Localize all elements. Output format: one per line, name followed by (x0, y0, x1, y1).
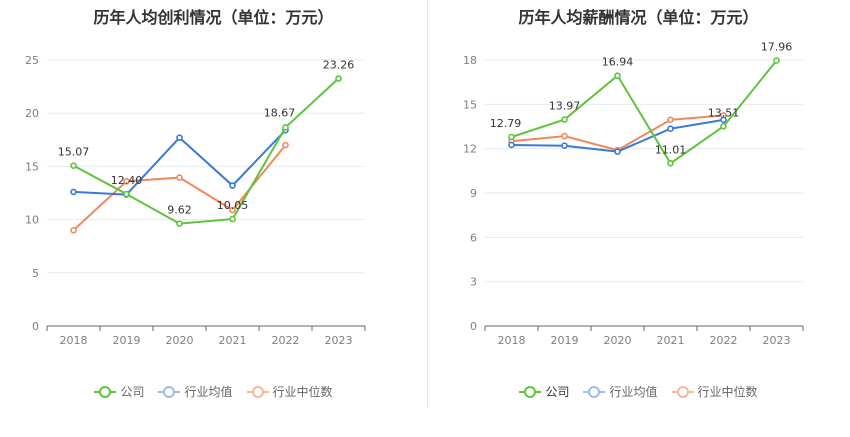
data-point-company (123, 190, 130, 198)
y-tick-label: 5 (32, 267, 39, 280)
x-tick-label: 2021 (219, 334, 247, 347)
legend-item-industry-median[interactable]: 行业中位数 (246, 383, 333, 400)
data-point-industry_avg (229, 182, 236, 189)
data-point-company (561, 116, 568, 123)
legend-company-marker (519, 385, 542, 398)
data-point-company (508, 133, 515, 141)
data-point-industry_median (667, 116, 674, 124)
legend-company-marker (94, 385, 117, 398)
data-point-industry_median (123, 177, 130, 185)
data-label: 10.05 (217, 199, 249, 212)
data-label: 12.79 (490, 117, 522, 130)
data-point-industry_avg (720, 116, 727, 124)
chart-title: 历年人均创利情况（单位：万元） (93, 8, 334, 27)
data-point-company (229, 215, 236, 223)
data-label: 17.96 (761, 41, 793, 54)
panel-divider (427, 0, 428, 408)
legend-item-company[interactable]: 公司 (519, 383, 569, 400)
data-point-company (70, 162, 77, 169)
y-tick-label: 9 (470, 187, 477, 200)
legend-item-company[interactable]: 公司 (94, 383, 144, 400)
x-tick-label: 2022 (710, 334, 738, 347)
series-line-industry_median (72, 144, 287, 231)
data-point-company (282, 124, 289, 131)
legend-label: 行业中位数 (697, 385, 758, 399)
x-tick-label: 2019 (113, 334, 141, 347)
y-tick-label: 15 (463, 98, 477, 111)
legend-item-industry-avg[interactable]: 行业均值 (158, 383, 233, 400)
legend: 公司 行业均值 行业中位数 (427, 383, 850, 400)
data-label: 18.67 (264, 106, 296, 119)
legend-label: 行业均值 (184, 385, 233, 399)
data-point-industry_avg (508, 141, 515, 149)
x-tick-label: 2019 (551, 334, 579, 347)
legend-industry-median-marker (671, 385, 694, 398)
x-tick-label: 2020 (166, 334, 194, 347)
data-point-company (614, 72, 621, 79)
data-point-company (667, 159, 674, 167)
x-tick-label: 2018 (498, 334, 526, 347)
data-point-industry_median (70, 226, 77, 234)
y-tick-label: 0 (470, 320, 477, 333)
chart-title: 历年人均薪酬情况（单位：万元） (518, 8, 759, 27)
legend-label: 公司 (120, 385, 145, 399)
data-point-company (773, 57, 780, 64)
legend-industry-median-marker (246, 385, 269, 398)
data-point-company (176, 220, 183, 227)
data-label: 9.62 (167, 204, 192, 217)
x-tick-label: 2021 (657, 334, 685, 347)
x-tick-label: 2020 (604, 334, 632, 347)
series-line-company (73, 77, 340, 225)
x-tick-label: 2018 (60, 334, 88, 347)
data-point-industry_avg (614, 148, 621, 155)
data-label: 13.97 (549, 100, 581, 113)
salary-line-chart: 0 3 6 9 12 15 18 2018 2019 2020 2021 2022 2023 12.79 1… (463, 41, 804, 347)
y-tick-label: 20 (25, 107, 39, 120)
salary-chart-panel: 历年人均薪酬情况（单位：万元） 0 3 6 9 12 15 18 2018 2019 2020 20… (427, 0, 850, 437)
profit-chart-panel: 历年人均创利情况（单位：万元） 0 5 10 15 20 25 2018 2019 2020 20… (0, 8, 427, 400)
series-line-company (511, 59, 778, 165)
legend-industry-avg-marker (583, 385, 606, 398)
profit-line-chart: 0 5 10 15 20 25 2018 2019 2020 2021 2022 2023 15.07 1… (25, 54, 366, 347)
y-tick-label: 0 (32, 320, 39, 333)
x-tick-label: 2023 (763, 334, 791, 347)
y-tick-label: 18 (463, 54, 477, 67)
legend-item-industry-avg[interactable]: 行业均值 (583, 383, 658, 400)
y-tick-label: 15 (25, 160, 39, 173)
x-tick-label: 2022 (272, 334, 300, 347)
data-point-industry_median (561, 132, 568, 140)
y-tick-label: 10 (25, 214, 39, 227)
y-tick-label: 6 (470, 231, 477, 244)
data-label: 13.51 (708, 106, 740, 119)
legend-label: 行业均值 (609, 385, 658, 399)
data-point-industry_avg (70, 188, 77, 196)
data-point-company (335, 75, 342, 82)
legend-label: 行业中位数 (272, 385, 333, 399)
data-point-industry_avg (176, 134, 183, 141)
data-label: 12.40 (111, 174, 143, 187)
data-point-industry_median (229, 206, 236, 214)
legend: 公司 行业均值 行业中位数 (0, 383, 427, 400)
data-point-industry_avg (667, 125, 674, 133)
data-point-industry_median (282, 141, 289, 149)
data-label: 11.01 (655, 143, 687, 156)
legend-industry-avg-marker (158, 385, 181, 398)
legend-item-industry-median[interactable]: 行业中位数 (671, 383, 758, 400)
data-label: 23.26 (323, 59, 355, 72)
data-point-industry_avg (561, 142, 568, 150)
y-tick-label: 25 (25, 54, 39, 67)
data-point-industry_median (176, 174, 183, 181)
y-tick-label: 3 (470, 276, 477, 289)
data-point-company (720, 123, 727, 130)
data-label: 15.07 (58, 146, 90, 159)
data-label: 16.94 (602, 56, 634, 69)
legend-label: 公司 (545, 385, 570, 399)
y-tick-label: 12 (463, 143, 477, 156)
x-tick-label: 2023 (325, 334, 353, 347)
